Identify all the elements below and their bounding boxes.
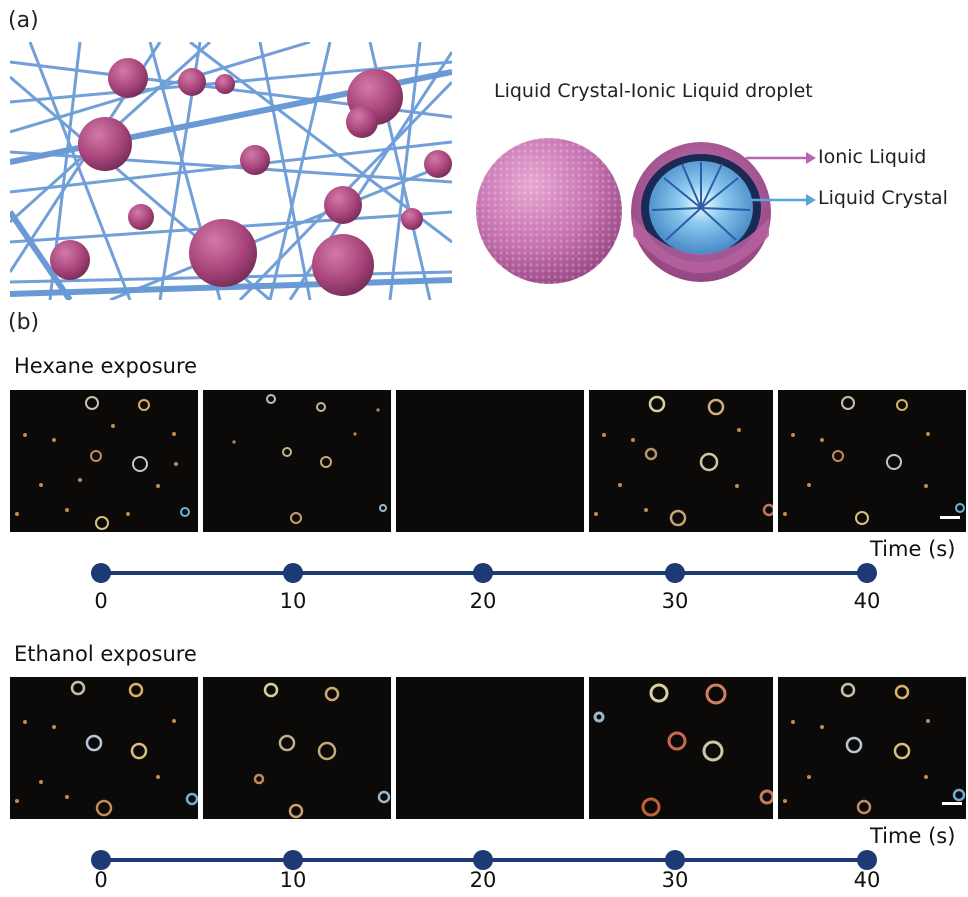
hexane-frame-20s — [396, 390, 584, 532]
ethanol-tick-30: 30 — [661, 868, 689, 892]
panel-a-label: (a) — [8, 8, 39, 33]
timeline-node-10 — [283, 850, 303, 870]
hexane-frame-10s — [203, 390, 391, 532]
ethanol-axis-title: Time (s) — [870, 824, 956, 848]
micrograph — [253, 682, 391, 819]
ethanol-frame-0s — [10, 677, 198, 819]
ethanol-tick-40: 40 — [853, 868, 881, 892]
droplet-cutaway — [631, 142, 771, 282]
timeline-node-40 — [857, 850, 877, 870]
hexane-tick-30: 30 — [661, 589, 689, 613]
liquid-crystal-arrow — [750, 194, 816, 206]
timeline-node-0 — [91, 563, 111, 583]
timeline-node-40 — [857, 563, 877, 583]
micrograph — [594, 395, 773, 527]
fiber-mesh-illustration — [10, 42, 452, 300]
micrograph — [232, 394, 387, 524]
ethanol-tick-0: 0 — [94, 868, 108, 892]
hexane-axis-title: Time (s) — [870, 537, 956, 561]
timeline-node-20 — [473, 850, 493, 870]
ethanol-row-title: Ethanol exposure — [14, 642, 197, 666]
droplet-title: Liquid Crystal-Ionic Liquid droplet — [494, 80, 813, 102]
timeline-node-30 — [665, 563, 685, 583]
hexane-frame-30s — [589, 390, 773, 532]
hexane-frame-40s — [778, 390, 966, 532]
timeline-node-10 — [283, 563, 303, 583]
micrograph — [15, 680, 198, 817]
ionic-liquid-label: Ionic Liquid — [818, 146, 927, 168]
droplet-sphere — [476, 138, 622, 284]
ethanol-frame-40s — [778, 677, 966, 819]
ethanol-tick-20: 20 — [469, 868, 497, 892]
micrograph — [783, 396, 965, 525]
ethanol-frame-10s — [203, 677, 391, 819]
ionic-liquid-arrow — [746, 152, 816, 164]
micrograph — [15, 396, 190, 530]
hexane-tick-20: 20 — [469, 589, 497, 613]
hexane-timeline — [91, 563, 877, 583]
hexane-tick-40: 40 — [853, 589, 881, 613]
timeline-node-20 — [473, 563, 493, 583]
scale-bar — [940, 516, 960, 519]
timeline-node-30 — [665, 850, 685, 870]
micrograph — [593, 683, 773, 817]
panel-b-label: (b) — [8, 310, 40, 335]
ethanol-timeline — [91, 850, 877, 870]
hexane-row-title: Hexane exposure — [14, 354, 198, 378]
hexane-tick-0: 0 — [94, 589, 108, 613]
hexane-frame-0s — [10, 390, 198, 532]
ethanol-frame-20s — [396, 677, 584, 819]
ethanol-tick-10: 10 — [279, 868, 307, 892]
micrograph — [783, 682, 966, 815]
scale-bar — [942, 802, 962, 805]
ethanol-frame-30s — [589, 677, 773, 819]
hexane-tick-10: 10 — [279, 589, 307, 613]
liquid-crystal-label: Liquid Crystal — [818, 187, 948, 209]
timeline-node-0 — [91, 850, 111, 870]
